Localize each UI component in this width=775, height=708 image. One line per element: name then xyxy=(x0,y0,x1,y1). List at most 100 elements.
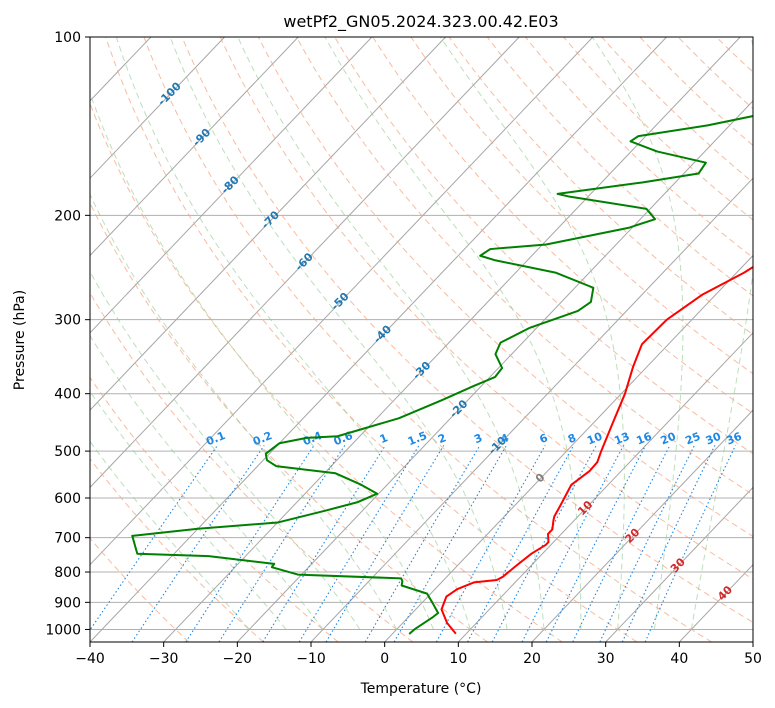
isotherm-line xyxy=(90,37,520,489)
mixing-ratio-line xyxy=(467,445,575,642)
mixing-ratio-label: 3 xyxy=(472,431,484,446)
dry-adiabat-line xyxy=(296,37,753,496)
mixing-ratio-line xyxy=(185,445,315,642)
mixing-ratio-label: 10 xyxy=(585,430,604,448)
dry-adiabat-line xyxy=(90,102,563,642)
moist-adiabat-line xyxy=(169,37,508,630)
y-tick-label: 700 xyxy=(54,531,81,547)
y-tick-label: 1000 xyxy=(45,622,81,638)
isotherm-line xyxy=(90,37,225,179)
background-lines xyxy=(90,37,753,642)
y-tick-label: 100 xyxy=(54,30,81,46)
dry-adiabat-line xyxy=(448,37,753,336)
x-tick-label: −20 xyxy=(223,651,253,667)
isotherm-line xyxy=(90,37,446,411)
moist-adiabat-line xyxy=(324,37,582,630)
isotherm-line xyxy=(457,332,753,642)
isotherm-line xyxy=(384,254,753,642)
isotherm-line xyxy=(605,486,753,642)
isotherm-line xyxy=(90,37,594,566)
mixing-ratio-line xyxy=(218,445,346,642)
profile-lines xyxy=(131,115,753,635)
x-axis-label: Temperature (°C) xyxy=(360,681,482,697)
moist-adiabat-line xyxy=(440,37,625,630)
mixing-ratio-label: 16 xyxy=(635,430,654,448)
moist-adiabat-line xyxy=(90,91,434,630)
axis-ticks: −40 −30 −20 −10 0 10 20 30 40 50 100 200 300 400 500 60… xyxy=(45,30,762,667)
y-tick-label: 300 xyxy=(54,313,81,329)
mixing-ratio-line xyxy=(572,445,671,642)
isotherm-line xyxy=(531,409,753,642)
mixing-ratio-line xyxy=(364,445,481,642)
mixing-ratio-line xyxy=(393,445,507,642)
moist-adiabat-line xyxy=(90,334,324,630)
x-tick-label: 10 xyxy=(449,651,467,667)
moist-adiabat-line xyxy=(90,390,287,630)
x-tick-label: 0 xyxy=(380,651,389,667)
moist-adiabat-line xyxy=(237,37,545,630)
mixing-ratio-line xyxy=(644,445,737,642)
mixing-ratio-line xyxy=(262,445,386,642)
isotherm-line xyxy=(90,37,299,257)
dry-adiabat-line xyxy=(105,37,638,642)
dry-adiabat-line xyxy=(90,202,488,642)
isotherm-line xyxy=(90,37,373,334)
x-tick-label: −10 xyxy=(296,651,326,667)
x-tick-label: 20 xyxy=(523,651,541,667)
mixing-ratio-label: 20 xyxy=(659,430,678,448)
dewpoint-line xyxy=(131,115,753,635)
moist-adiabat-line xyxy=(90,440,250,630)
moist-adiabat-line xyxy=(90,270,361,630)
dry-adiabat-line xyxy=(601,37,753,184)
mixing-ratio-label: 2 xyxy=(436,431,448,446)
mixing-ratio-line xyxy=(521,445,625,642)
dry-adiabat-line xyxy=(257,37,753,538)
mixing-ratio-line xyxy=(491,445,597,642)
y-tick-label: 400 xyxy=(54,387,81,403)
dry-adiabat-line xyxy=(143,37,712,642)
isotherm-line xyxy=(236,100,753,642)
dry-adiabat-line xyxy=(181,37,753,623)
mixing-ratio-line xyxy=(131,445,265,642)
moist-adiabat-line xyxy=(591,37,684,630)
mixing-ratio-line xyxy=(599,445,695,642)
dry-adiabat-line xyxy=(372,37,753,415)
y-tick-label: 500 xyxy=(54,444,81,460)
x-tick-label: 40 xyxy=(670,651,688,667)
x-tick-label: −30 xyxy=(149,651,179,667)
isotherm-line xyxy=(163,37,741,642)
mixing-ratio-label: 1 xyxy=(378,431,390,446)
mixing-ratio-label: 13 xyxy=(612,430,631,448)
y-tick-label: 900 xyxy=(54,595,81,611)
isotherm-line xyxy=(90,37,667,642)
dry-adiabat-line xyxy=(486,37,753,297)
dry-adiabat-line xyxy=(90,292,414,642)
dry-adiabat-line xyxy=(90,457,264,642)
dry-adiabat-line xyxy=(639,37,753,147)
plot-frame xyxy=(89,36,754,643)
mixing-ratio-line xyxy=(435,445,546,642)
dry-adiabat-line xyxy=(334,37,753,455)
mixing-ratio-line xyxy=(545,445,647,642)
x-tick-label: −40 xyxy=(75,651,105,667)
chart-title: wetPf2_GN05.2024.323.00.42.E03 xyxy=(283,12,558,32)
dry-adiabat-line xyxy=(90,376,339,642)
y-tick-label: 600 xyxy=(54,491,81,507)
mixing-ratio-label: 30 xyxy=(704,430,723,448)
dry-adiabat-line xyxy=(563,37,753,221)
x-tick-label: 30 xyxy=(597,651,615,667)
dry-adiabat-line xyxy=(410,37,753,375)
y-tick-label: 200 xyxy=(54,208,81,224)
mixing-ratio-line xyxy=(621,445,716,642)
dry-adiabat-line xyxy=(219,37,753,580)
y-axis-label: Pressure (hPa) xyxy=(12,290,28,390)
y-tick-label: 800 xyxy=(54,565,81,581)
moist-adiabat-line xyxy=(115,37,471,630)
mixing-ratio-label: 8 xyxy=(566,431,578,446)
mixing-ratio-label: 36 xyxy=(724,430,743,448)
x-tick-label: 50 xyxy=(744,651,762,667)
moist-adiabat-line xyxy=(90,193,398,630)
temperature-line xyxy=(440,265,753,635)
